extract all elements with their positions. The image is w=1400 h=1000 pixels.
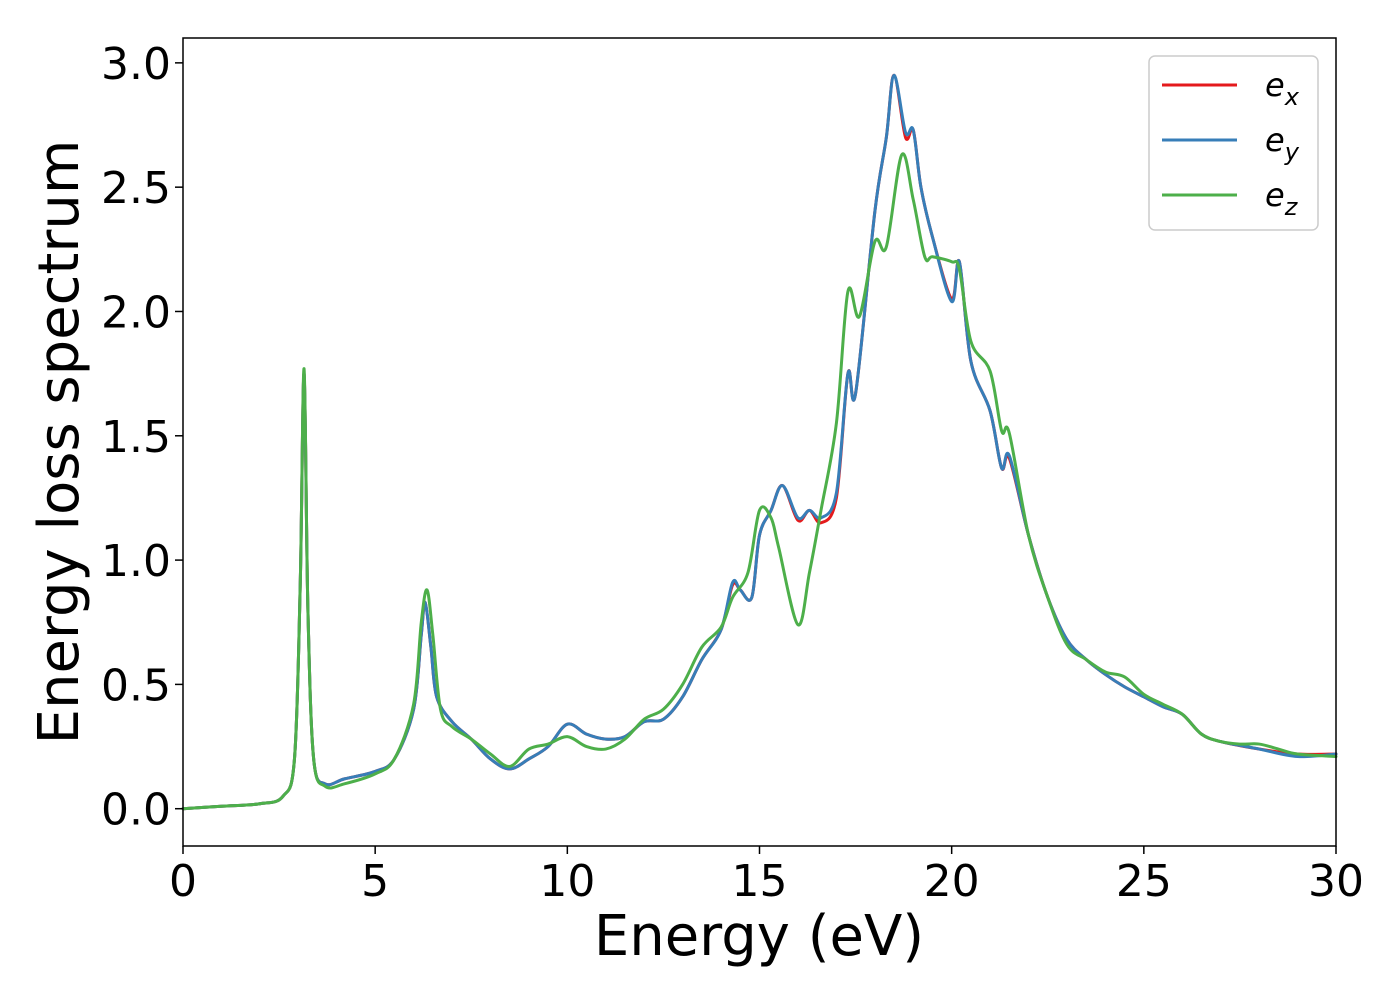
legend-label-x: ex xyxy=(1265,66,1300,111)
series-layer xyxy=(181,73,1338,811)
series-line-z xyxy=(181,152,1338,811)
legend-label-z: ez xyxy=(1265,176,1299,221)
legend-label-y: ey xyxy=(1265,121,1300,166)
y-tick-label: 0.5 xyxy=(101,660,171,711)
y-tick-label: 2.5 xyxy=(101,163,171,214)
x-tick-label: 25 xyxy=(1116,856,1172,907)
y-tick-label: 1.0 xyxy=(101,536,171,587)
y-axis-ticks: 0.0 0.5 1.0 1.5 2.0 2.5 3.0 xyxy=(101,39,183,836)
x-tick-label: 20 xyxy=(924,856,980,907)
x-axis-title: Energy (eV) xyxy=(594,904,924,969)
x-axis-ticks: 0 5 10 15 20 25 30 xyxy=(169,846,1364,907)
legend: ex ey ez xyxy=(1148,55,1319,231)
x-tick-label: 5 xyxy=(361,856,389,907)
x-tick-label: 30 xyxy=(1308,856,1364,907)
x-tick-label: 15 xyxy=(732,856,788,907)
y-tick-label: 3.0 xyxy=(101,39,171,90)
legend-box xyxy=(1148,55,1319,231)
y-tick-label: 0.0 xyxy=(101,785,171,836)
x-tick-label: 0 xyxy=(169,856,197,907)
y-tick-label: 2.0 xyxy=(101,287,171,338)
y-axis-title: Energy loss spectrum xyxy=(27,140,92,745)
y-tick-label: 1.5 xyxy=(101,412,171,463)
x-tick-label: 10 xyxy=(539,856,595,907)
